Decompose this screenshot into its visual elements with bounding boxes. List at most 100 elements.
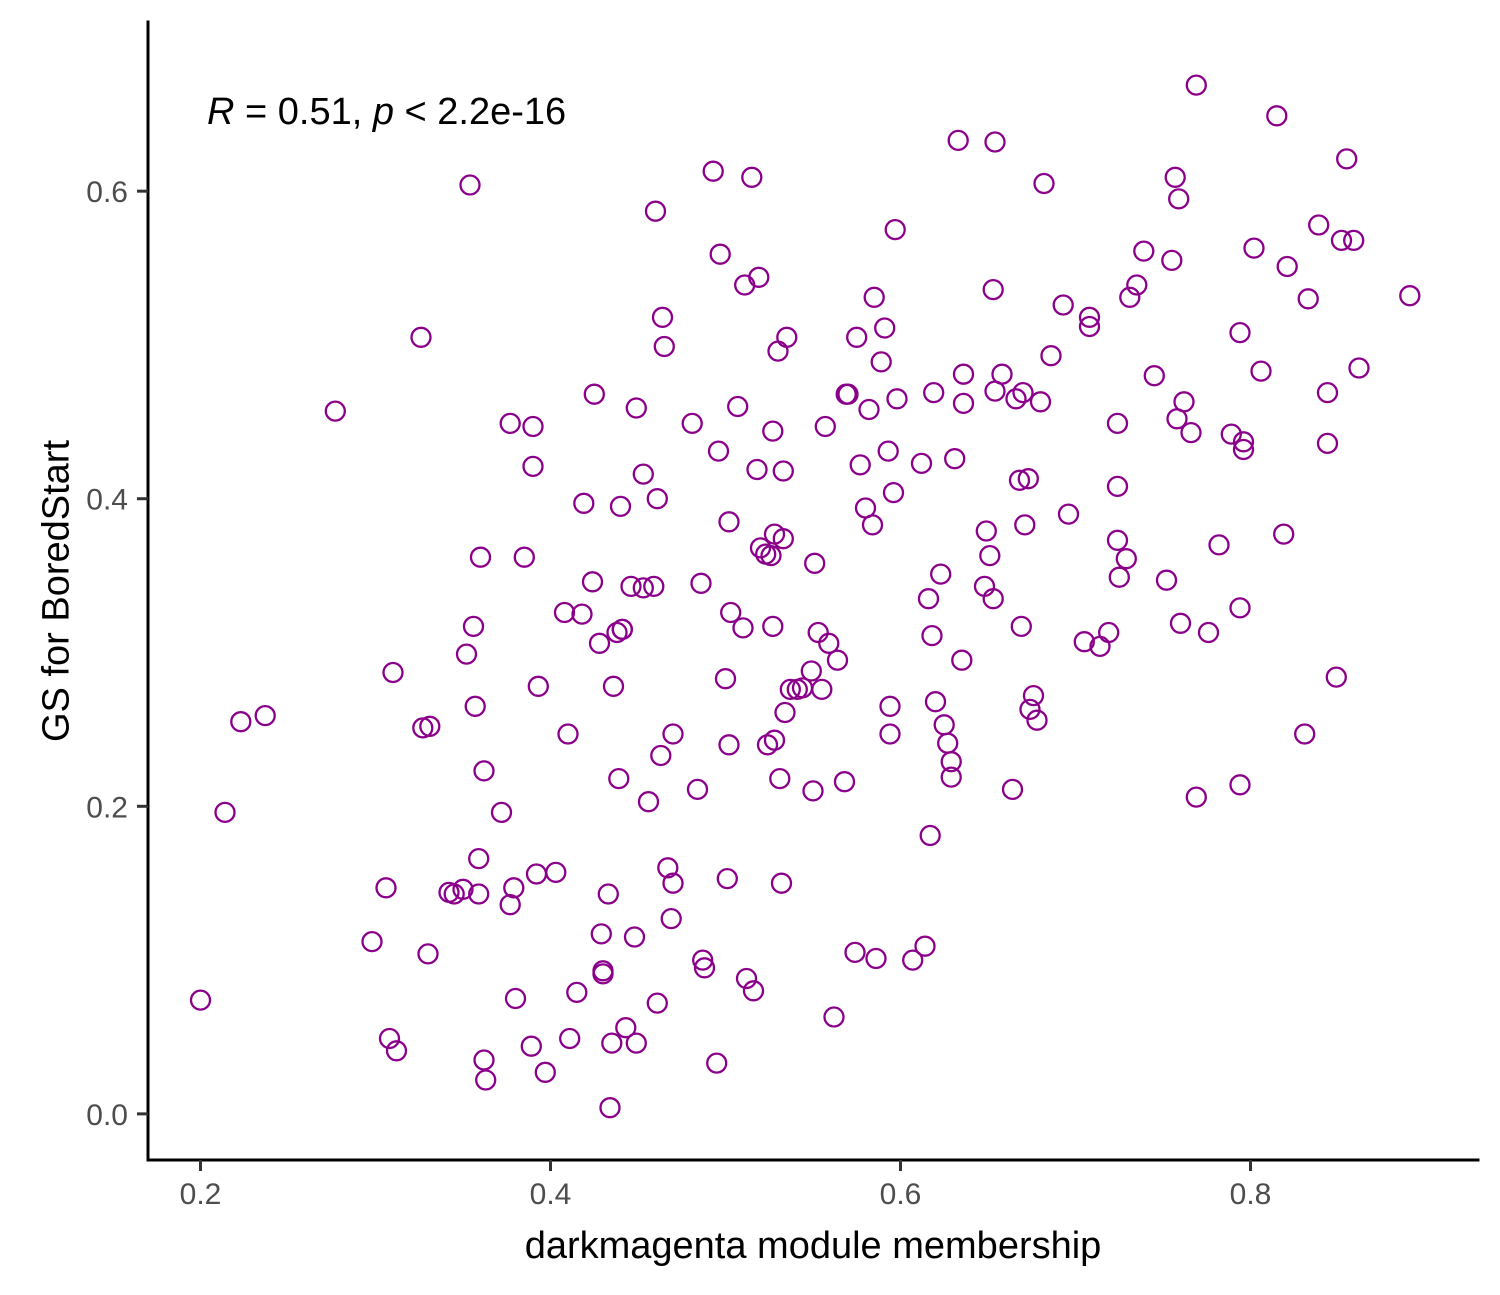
data-point — [473, 760, 495, 782]
data-point — [1229, 774, 1251, 796]
data-point — [902, 949, 924, 971]
data-point — [452, 878, 474, 900]
data-point — [1276, 255, 1298, 278]
data-point — [625, 1032, 647, 1054]
data-point — [930, 563, 952, 585]
data-point — [660, 907, 682, 930]
data-point — [1022, 684, 1045, 707]
data-point — [557, 723, 579, 745]
data-point — [1208, 534, 1230, 556]
data-point — [772, 460, 794, 482]
data-point — [1014, 514, 1036, 536]
data-point — [1330, 229, 1353, 252]
data-point — [1185, 786, 1207, 808]
data-point — [609, 495, 632, 518]
data-point — [865, 947, 887, 970]
data-point — [686, 778, 709, 801]
data-point — [991, 363, 1013, 385]
data-point — [923, 381, 945, 404]
data-point — [254, 704, 276, 727]
data-point — [1106, 475, 1129, 498]
data-point — [741, 166, 763, 188]
data-point — [522, 415, 544, 438]
data-point — [473, 1049, 495, 1071]
data-point — [1232, 431, 1255, 453]
data-point — [693, 957, 716, 979]
data-point — [623, 926, 646, 948]
data-point — [599, 1097, 621, 1119]
data-point — [1173, 391, 1195, 413]
data-point — [951, 649, 973, 671]
data-point — [378, 1027, 401, 1050]
data-point — [979, 544, 1001, 567]
data-point — [1229, 321, 1251, 344]
data-point — [814, 415, 836, 438]
data-point — [746, 458, 768, 481]
data-point — [1001, 778, 1024, 801]
data-point — [1133, 240, 1155, 262]
data-point — [818, 632, 840, 654]
data-point — [921, 624, 943, 647]
data-point — [886, 388, 908, 410]
data-point — [1143, 365, 1165, 387]
data-point — [1119, 286, 1141, 308]
data-point — [1008, 469, 1031, 491]
data-point — [419, 715, 441, 737]
data-point — [770, 872, 793, 894]
data-point — [1029, 391, 1052, 413]
y-tick-label: 0.4 — [86, 484, 128, 517]
data-point — [1297, 288, 1319, 310]
data-point — [382, 661, 404, 684]
data-point — [592, 963, 614, 985]
data-point — [620, 575, 642, 598]
data-point — [581, 571, 604, 593]
data-point — [763, 729, 786, 751]
data-point — [1250, 360, 1272, 382]
data-point — [464, 695, 486, 717]
data-point — [940, 766, 962, 788]
data-point — [1017, 468, 1039, 490]
data-point — [975, 520, 997, 542]
data-point — [189, 989, 212, 1011]
data-point — [615, 1017, 637, 1039]
data-point — [375, 877, 397, 899]
x-tick-label: 0.6 — [880, 1178, 922, 1211]
data-point — [468, 847, 490, 870]
data-point — [651, 306, 674, 328]
data-point — [1161, 249, 1183, 272]
data-point — [417, 943, 439, 965]
data-point — [657, 857, 679, 879]
data-point — [762, 615, 784, 638]
data-point — [982, 278, 1004, 301]
data-point — [692, 949, 714, 971]
data-point — [910, 452, 933, 475]
data-point — [681, 412, 703, 435]
data-point — [952, 392, 975, 415]
data-point — [714, 668, 737, 690]
data-point — [513, 546, 535, 568]
data-point — [870, 351, 892, 373]
data-point — [1220, 423, 1242, 445]
data-point — [823, 1006, 845, 1028]
data-point — [702, 160, 724, 182]
data-point — [807, 621, 829, 644]
y-axis-title: GS for BoredStart — [35, 440, 77, 742]
data-point — [653, 335, 675, 358]
data-point — [662, 723, 684, 745]
data-point — [646, 488, 668, 510]
points-layer — [189, 74, 1421, 1119]
data-point — [718, 734, 740, 756]
data-point — [879, 695, 901, 717]
p-symbol: p — [372, 91, 394, 133]
data-point — [566, 981, 588, 1004]
data-point — [1399, 285, 1421, 307]
data-point — [559, 1027, 581, 1050]
data-point — [468, 883, 490, 905]
data-point — [1012, 381, 1034, 404]
data-point — [863, 286, 885, 308]
data-point — [469, 546, 492, 568]
data-point — [1294, 723, 1316, 745]
data-point — [588, 632, 611, 654]
data-point — [1169, 612, 1192, 634]
data-point — [573, 492, 595, 514]
